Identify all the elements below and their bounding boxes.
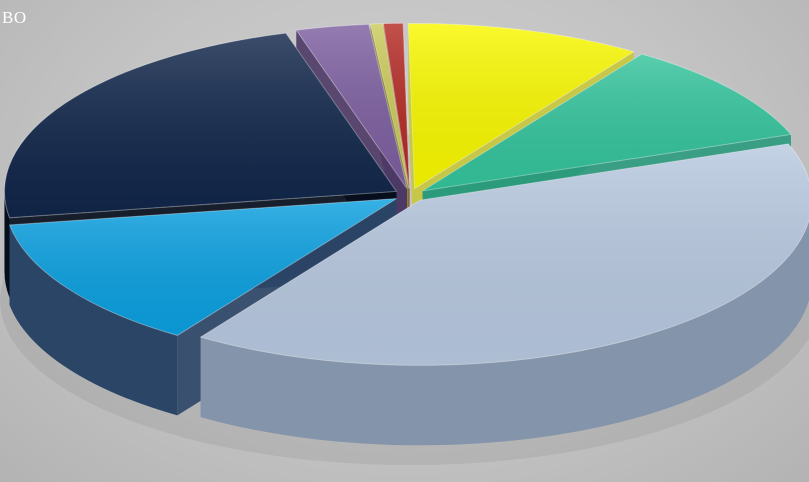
pie-slice-3-wall <box>4 191 10 298</box>
corner-label: ВО <box>2 8 27 27</box>
pie-slice-6-shade <box>383 23 410 189</box>
pie-slice-7-shade <box>408 23 634 189</box>
pie-slice-2-shade <box>9 198 397 336</box>
pie-slice-3-shade <box>4 33 397 218</box>
pie-slice-1-shade <box>200 143 809 366</box>
pie-slices <box>3 22 809 446</box>
pie-slice-8-shade <box>422 54 791 191</box>
pie-slice-4-shade <box>296 24 407 189</box>
pie-slice-1-wall <box>200 220 809 446</box>
pie-slice-2-wall <box>9 225 178 416</box>
pie-slice-1 <box>199 143 809 446</box>
pie-slice-5-shade <box>370 23 409 189</box>
